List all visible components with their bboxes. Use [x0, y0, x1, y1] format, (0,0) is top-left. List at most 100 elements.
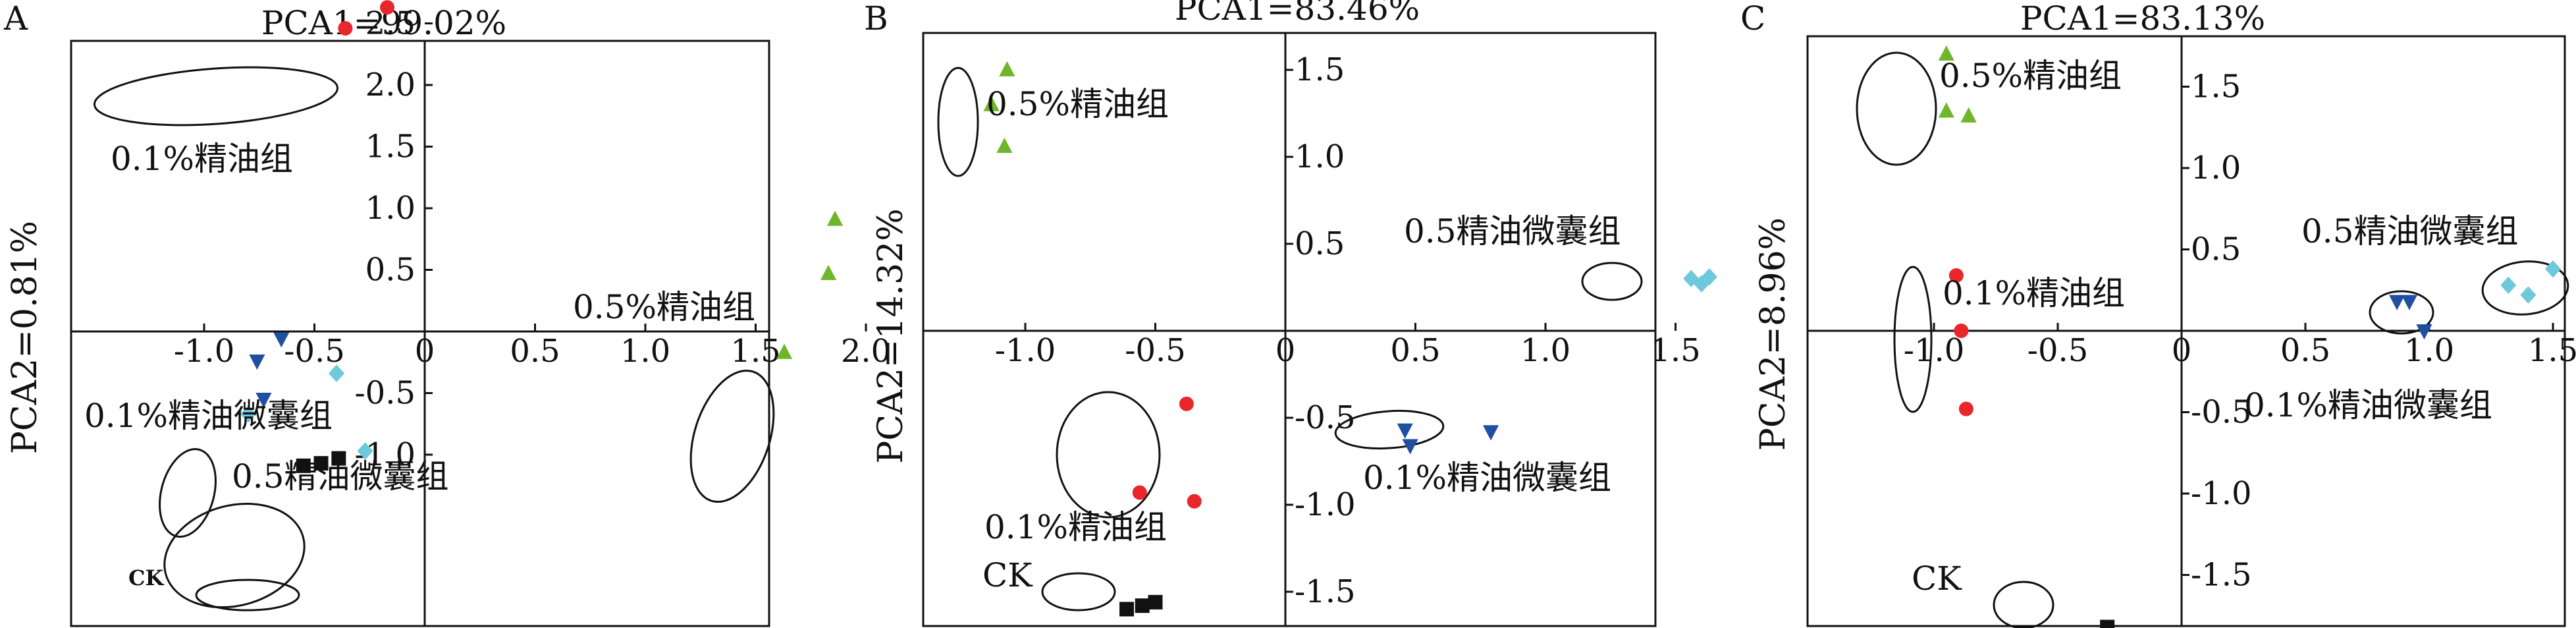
- panel-a-point: [240, 405, 257, 423]
- panel-b-point: [999, 61, 1015, 76]
- panel-b-x-tick-label: 0.5: [1390, 332, 1440, 369]
- panel-c-label-0.5-microcapsule: 0.5精油微囊组: [2301, 212, 2519, 250]
- panel-b-point: [1119, 602, 1135, 617]
- panel-a-y-tick-label: 2.0: [365, 67, 416, 103]
- panel-a-x-tick-label: 2.0: [841, 333, 891, 370]
- panel-c-label-0.5-oil: 0.5%精油组: [1939, 57, 2122, 95]
- panel-b-y-tick-label: -0.5: [1295, 399, 1356, 436]
- panel-b-letter: B: [864, 0, 888, 38]
- panel-a-ellipse-0.1-microcapsule: [159, 448, 217, 538]
- panel-b-x-tick-label: 1.0: [1520, 332, 1570, 369]
- panel-c-points: [1938, 45, 2562, 628]
- panel-b-y-tick-label: 1.0: [1295, 138, 1345, 175]
- panel-b-y-tick-label: -1.0: [1295, 486, 1356, 523]
- panel-c-ylabel: PCA2=8.96%: [1754, 217, 1793, 451]
- panel-c-y-tick-label: -1.0: [2191, 475, 2252, 512]
- panel-a-point: [357, 442, 373, 460]
- panel-c-ellipse-0.5-oil: [1856, 51, 1937, 166]
- panel-a-point: [331, 451, 346, 466]
- panel-b-points: [983, 61, 1717, 617]
- panel-b-ylabel: PCA2=14.32%: [871, 208, 911, 463]
- panel-a-ellipse-0.5-oil: [689, 369, 775, 503]
- panel-a-x-tick-label: 1.5: [730, 333, 780, 370]
- panel-c-x-tick-label: 1.5: [2528, 332, 2576, 369]
- panel-c-x-tick-label: -1.0: [1904, 332, 1965, 369]
- panel-a-y-tick-label: -0.5: [354, 375, 416, 412]
- panel-b-label-0.1-microcapsule: 0.1%精油微囊组: [1363, 459, 1611, 497]
- panel-a-y-tick-label: 0.5: [365, 252, 416, 289]
- panel-a-point: [827, 210, 844, 226]
- panel-a-point: [338, 20, 353, 36]
- panel-a-label-0.1-microcapsule: 0.1%精油微囊组: [84, 397, 333, 435]
- panel-c-group-labels: 0.5%精油组 0.1%精油组 0.5精油微囊组 0.1%精油微囊组 CK: [1912, 57, 2519, 598]
- panel-c-point: [1938, 45, 1954, 61]
- panel-c-axes: -1.0 -0.5 0 0.5 1.0 1.5 -1.5 -1.0 -0.5 0.5 1.0 1.5: [1808, 36, 2576, 626]
- panel-b-ellipse-ck: [1041, 572, 1116, 612]
- panel-b: B PCA1=83.46% PCA2=14.32% -1.0 -0.5 0 0.5 1.…: [864, 0, 1717, 627]
- panel-a-label-0.5-oil: 0.5%精油组: [573, 288, 755, 326]
- panel-c-point: [2500, 276, 2517, 295]
- panel-c-y-tick-label: -0.5: [2191, 394, 2252, 431]
- panel-a-ylabel: PCA2=0.81%: [5, 221, 45, 454]
- panel-b-point: [1701, 268, 1717, 286]
- panel-a-label-ck: CK: [128, 565, 164, 590]
- panel-b-y-tick-label: 1.5: [1295, 51, 1345, 88]
- panel-c-ellipse-0.5-microcapsule: [2481, 260, 2569, 316]
- panel-a-point: [776, 343, 793, 359]
- panel-c-point: [2520, 286, 2536, 304]
- panel-c-ellipse-0.1-microcapsule: [2369, 290, 2434, 335]
- panel-c-point: [1948, 268, 1964, 283]
- panel-b-ellipse-0.5-oil: [937, 67, 979, 177]
- panel-a-ellipse-ck: [195, 579, 300, 612]
- panel-c-point: [2401, 295, 2418, 310]
- panel-c-x-tick-label: 0: [2172, 332, 2192, 369]
- panel-b-axes: -1.0 -0.5 0 0.5 1.0 1.5 -1.5 -1.0 -0.5 0.5 1.0 1.5: [923, 33, 1701, 626]
- panel-a-point: [328, 364, 345, 382]
- panel-b-point: [1148, 594, 1163, 610]
- panel-b-x-tick-label: -1.0: [995, 332, 1056, 369]
- panel-a-ellipse-0.1-oil: [93, 66, 339, 127]
- panel-b-point: [1402, 439, 1418, 455]
- panel-b-ellipse-0.1-oil: [1056, 391, 1161, 519]
- panel-a-ellipses: [93, 66, 775, 612]
- panel-a-point: [820, 264, 837, 281]
- panel-b-x-tick-label: 0: [1275, 332, 1296, 369]
- panel-c-y-tick-label: 0.5: [2191, 231, 2241, 268]
- panel-c-letter: C: [1740, 0, 1765, 38]
- panel-a-letter: A: [3, 0, 28, 38]
- panel-a-point: [380, 0, 395, 15]
- panel-b-y-tick-label: 0.5: [1295, 225, 1345, 262]
- panel-b-label-0.5-microcapsule: 0.5精油微囊组: [1404, 212, 1621, 250]
- panel-c-point: [1938, 102, 1954, 118]
- panel-c: C PCA1=83.13% PCA2=8.96% -1.0 -0.5 0 0.5 1.0…: [1740, 0, 2576, 628]
- panel-a-ellipse-0.5-microcapsule: [163, 502, 306, 609]
- panel-a-point: [296, 458, 311, 473]
- panel-b-point: [1179, 396, 1194, 411]
- panel-a-x-tick-label: 1.0: [620, 333, 670, 370]
- panel-c-ellipse-ck: [1993, 581, 2054, 628]
- panel-c-x-tick-label: 0.5: [2280, 332, 2330, 369]
- panel-b-group-labels: 0.5%精油组 0.5精油微囊组 0.1%精油组 0.1%精油微囊组 CK: [982, 85, 1621, 594]
- panel-a-x-tick-label: -1.0: [174, 333, 235, 370]
- panel-c-x-tick-label: 1.0: [2404, 332, 2454, 369]
- panel-b-label-ck: CK: [982, 556, 1033, 594]
- panel-a-label-0.5-microcapsule: 0.5精油微囊组: [232, 457, 449, 496]
- panel-a-point: [313, 456, 329, 471]
- panel-b-ellipse-0.5-microcapsule: [1581, 262, 1643, 301]
- panel-c-label-0.1-microcapsule: 0.1%精油微囊组: [2244, 386, 2492, 424]
- panel-c-y-tick-label: -1.5: [2191, 557, 2252, 594]
- panel-b-ellipses: [937, 67, 1643, 612]
- panel-c-point: [1960, 107, 1977, 123]
- panel-c-y-tick-label: 1.5: [2191, 69, 2241, 105]
- panel-b-x-tick-label: -0.5: [1125, 332, 1186, 369]
- panel-a-x-tick-label: 0: [415, 333, 435, 370]
- panel-b-point: [996, 137, 1013, 154]
- panel-b-ellipse-0.1-microcapsule: [1334, 409, 1445, 450]
- panel-c-title: PCA1=83.13%: [2020, 0, 2265, 38]
- panel-b-label-0.1-oil: 0.1%精油组: [984, 508, 1167, 546]
- panel-c-point: [2544, 260, 2562, 278]
- panel-c-point: [2389, 295, 2405, 310]
- panel-a-points: [240, 0, 844, 473]
- panel-a-point: [249, 354, 265, 370]
- panel-c-point: [2416, 324, 2432, 340]
